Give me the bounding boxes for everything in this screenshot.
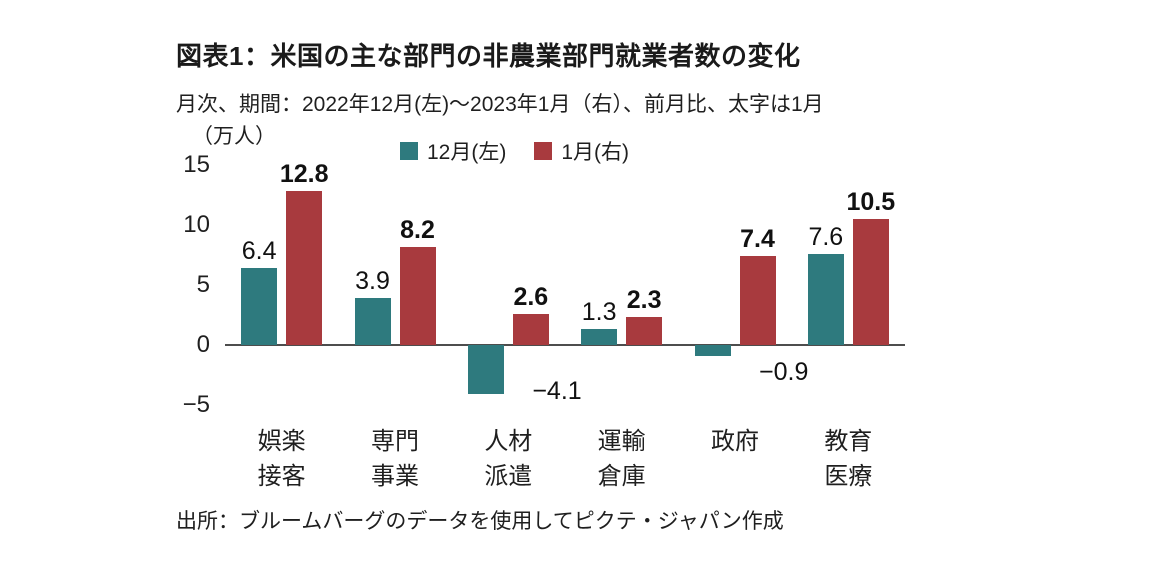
y-tick-label: −5 (182, 391, 210, 418)
legend: 12月(左) 1月(右) (400, 136, 629, 166)
bar-december (694, 345, 731, 356)
legend-item-december: 12月(左) (400, 136, 506, 166)
source-note: 出所：ブルームバーグのデータを使用してピクテ・ジャパン作成 (176, 510, 784, 533)
y-tick-label: 0 (196, 331, 210, 358)
y-tick-label: 10 (183, 211, 210, 238)
category-axis: 娯楽 接客 専門 事業 人材 派遣 運輸 倉庫 政府 教育 医療 (225, 424, 905, 504)
chart-title: 図表1：米国の主な部門の非農業部門就業者数の変化 (176, 41, 801, 71)
bar-january (286, 191, 323, 345)
bar-january (852, 219, 889, 345)
zero-axis-line (225, 344, 905, 346)
legend-swatch-december-icon (400, 142, 418, 160)
bar-value-label: 7.4 (740, 225, 775, 254)
bar-december (467, 345, 504, 395)
bar-january (739, 256, 776, 345)
bar-value-label: 10.5 (846, 188, 896, 216)
category-label: 運輸 倉庫 (597, 428, 646, 490)
bar-value-label: 1.3 (581, 298, 617, 327)
legend-item-january: 1月(右) (534, 136, 629, 166)
plot-area: 6.4 3.9 −4.1 1.3 −0.9 7.6 12.8 8.2 2.6 2.3 7.4 10.5 (225, 160, 905, 405)
bar-december (581, 329, 618, 345)
category-label: 教育 医療 (824, 428, 873, 490)
bar-value-label: 8.2 (400, 215, 435, 244)
bar-value-label: 7.6 (808, 222, 844, 251)
category-label: 娯楽 接客 (257, 428, 306, 490)
y-tick-label: 15 (183, 151, 210, 178)
legend-label-december: 12月(左) (427, 141, 507, 164)
chart-subtitle: 月次、期間：2022年12月(左)～2023年1月（右）、前月比、太字は1月 (176, 93, 824, 116)
category-label: 人材 派遣 (484, 428, 533, 490)
bar-value-label: −0.9 (759, 357, 809, 386)
category-label: 専門 事業 (370, 428, 419, 490)
bar-value-label: 12.8 (279, 160, 329, 189)
bar-value-label: 2.3 (626, 286, 662, 315)
y-axis: 15 10 5 0 −5 (148, 151, 210, 418)
y-axis-unit-label: （万人） (192, 125, 276, 148)
bar-value-label: −4.1 (532, 377, 582, 405)
legend-swatch-january-icon (534, 142, 553, 160)
y-tick-label: 5 (196, 271, 210, 298)
bar-january (512, 313, 549, 345)
bar-value-label: 2.6 (513, 282, 549, 311)
bar-december (354, 298, 391, 345)
bar-value-label: 6.4 (241, 237, 277, 266)
bar-december (807, 253, 844, 345)
category-label: 政府 (710, 428, 759, 455)
legend-label-january: 1月(右) (561, 141, 630, 164)
bar-january (626, 317, 663, 345)
bar-value-label: 3.9 (355, 267, 390, 296)
bar-december (241, 268, 278, 345)
bar-january (399, 246, 436, 345)
